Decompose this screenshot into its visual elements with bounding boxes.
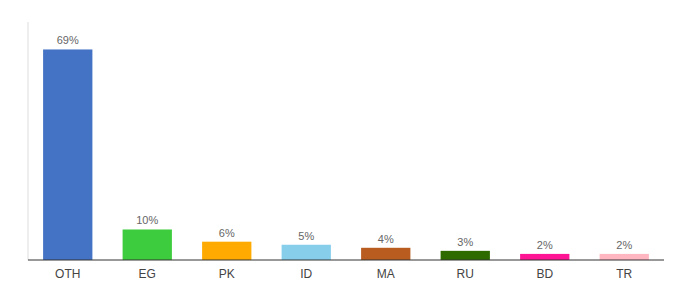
x-tick-label: ID xyxy=(300,267,312,281)
data-label: 5% xyxy=(298,230,314,242)
chart-container: 69% 10% 6% 5% 4% 3% 2% 2% OTH EG PK ID MA RU BD TR xyxy=(0,0,680,300)
data-label: 2% xyxy=(537,239,553,251)
x-tick-label: MA xyxy=(377,267,395,281)
bars xyxy=(43,49,649,260)
bar xyxy=(600,254,649,260)
x-tick-label: OTH xyxy=(55,267,80,281)
data-label: 2% xyxy=(616,239,632,251)
x-tick-label: PK xyxy=(219,267,235,281)
x-tick-label: TR xyxy=(616,267,632,281)
x-tick-label: EG xyxy=(139,267,156,281)
bar xyxy=(441,251,490,260)
bar xyxy=(43,49,92,260)
bar xyxy=(520,254,569,260)
data-label: 10% xyxy=(136,214,158,226)
data-label: 69% xyxy=(57,34,79,46)
data-label: 6% xyxy=(219,227,235,239)
data-label: 4% xyxy=(378,233,394,245)
chart: 69% 10% 6% 5% 4% 3% 2% 2% OTH EG PK ID MA RU BD TR xyxy=(0,0,680,300)
data-label: 3% xyxy=(457,236,473,248)
y-axis-line xyxy=(28,22,29,260)
bar xyxy=(282,245,331,260)
x-axis-line xyxy=(28,260,664,261)
x-tick-label: RU xyxy=(457,267,474,281)
bar xyxy=(361,248,410,260)
bar xyxy=(202,242,251,260)
bar xyxy=(123,229,172,260)
x-tick-label: BD xyxy=(536,267,553,281)
